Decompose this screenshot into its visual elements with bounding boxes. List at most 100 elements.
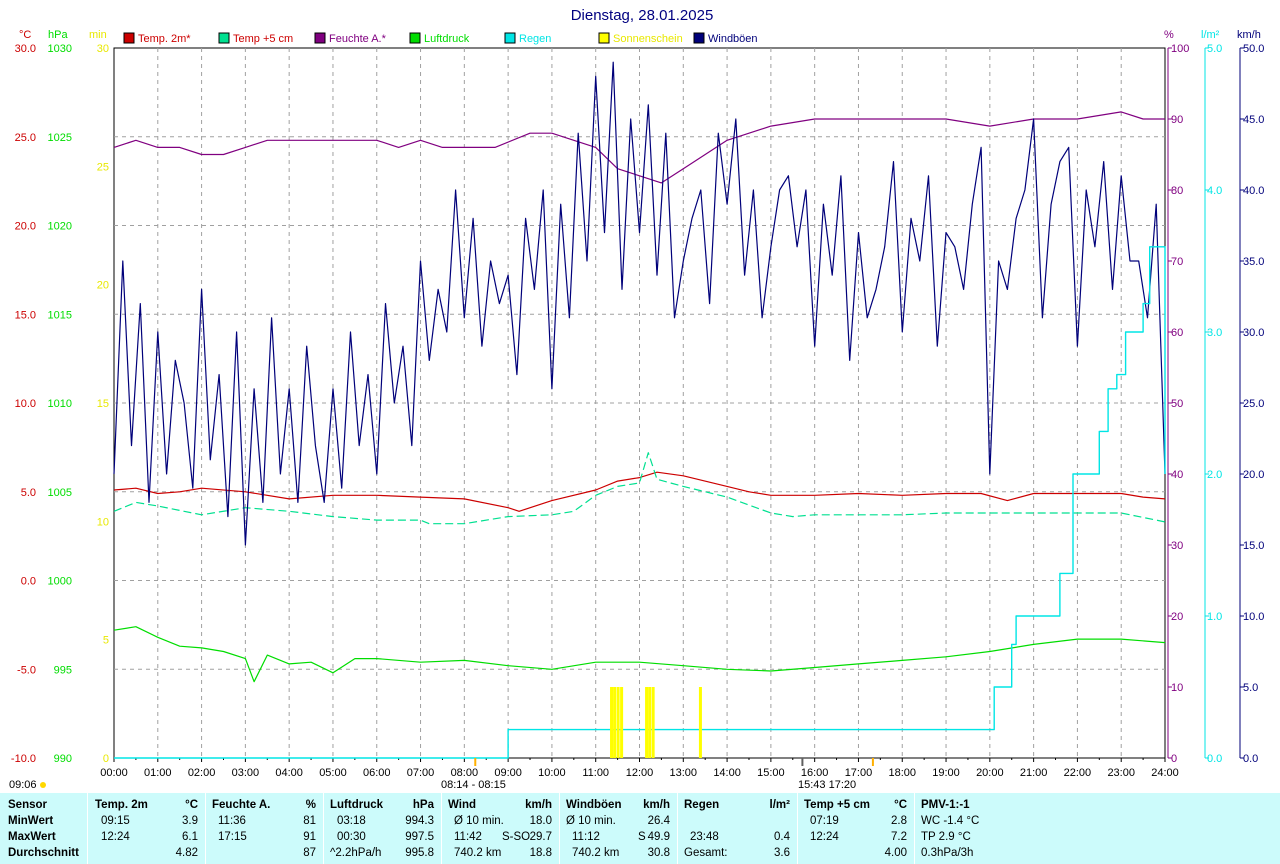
- twilight-times: 08:14 - 08:15: [441, 779, 506, 791]
- wind-tick-label: 30.0: [1243, 327, 1264, 339]
- legend-swatch: [504, 32, 516, 44]
- stats-temp5-min-time: 07:19: [810, 815, 839, 827]
- sunshine-bar: [620, 687, 624, 758]
- pressure-tick-label: 1010: [48, 398, 72, 410]
- stats-separator: [797, 793, 798, 864]
- humidity-tick-label: 60: [1171, 327, 1183, 339]
- series-line-feuchte-a: [113, 111, 1165, 184]
- pressure-unit-label: hPa: [48, 29, 68, 41]
- stats-wind-max-dir: S-SO: [502, 831, 531, 843]
- sunshine-tick-label: 20: [97, 280, 109, 292]
- weather-chart: Dienstag, 28.01.2025 00:00 01:00 02:00 03:0…: [9, 7, 1265, 791]
- legend-swatch: [409, 32, 421, 44]
- stats-wind-min-label: Ø 10 min.: [454, 815, 504, 827]
- chart-title: Dienstag, 28.01.2025: [571, 7, 714, 24]
- stats-header-pmv: PMV-1:-1: [921, 799, 970, 811]
- x-tick-label: 17:00: [845, 767, 873, 779]
- temp-tick-label: 15.0: [15, 309, 36, 321]
- sunrise-icon: [40, 782, 46, 788]
- x-tick-label: 10:00: [538, 767, 566, 779]
- legend-swatch: [218, 32, 230, 44]
- x-tick-label: 01:00: [144, 767, 172, 779]
- stats-header-temp: Temp. 2m: [95, 799, 148, 811]
- stats-press-min-time: 03:18: [337, 815, 366, 827]
- x-tick-label: 00:00: [100, 767, 128, 779]
- humidity-unit-label: %: [1164, 29, 1174, 41]
- stats-wind-max: 29.7: [529, 831, 552, 843]
- x-tick-label: 06:00: [363, 767, 391, 779]
- temp-tick-label: -5.0: [17, 664, 36, 676]
- x-tick-label: 07:00: [407, 767, 435, 779]
- sunshine-tick-label: 10: [97, 516, 109, 528]
- rain-tick-label: 2.0: [1207, 469, 1222, 481]
- legend-swatch: [693, 32, 705, 44]
- legend: Temp. 2m* Temp +5 cm Feuchte A.* Luftdruck R…: [123, 32, 758, 45]
- stats-pmv-dewpoint: TP 2.9 °C: [921, 831, 971, 843]
- stats-press-avg: 995.8: [405, 847, 434, 859]
- x-tick-label: 15:00: [757, 767, 785, 779]
- stats-header-pressure-unit: hPa: [412, 799, 434, 811]
- series-line-temp-2m: [113, 471, 1166, 512]
- stats-separator: [87, 793, 88, 864]
- stats-header-humid: Feuchte A.: [212, 799, 271, 811]
- x-tick-label: 21:00: [1020, 767, 1048, 779]
- stats-rain-max-time: 23:48: [690, 831, 719, 843]
- temp-tick-label: 30.0: [15, 43, 36, 55]
- stats-rain-total: 3.6: [774, 847, 790, 859]
- stats-header-pressure: Luftdruck: [330, 799, 384, 811]
- rain-tick-label: 1.0: [1207, 611, 1222, 623]
- x-tick-label: 16:00: [801, 767, 829, 779]
- humidity-tick-label: 20: [1171, 611, 1183, 623]
- stats-separator: [205, 793, 206, 864]
- stats-header-rain-unit: l/m²: [769, 799, 790, 811]
- stats-humid-max: 91: [303, 831, 316, 843]
- rain-tick-label: 0.0: [1207, 753, 1222, 765]
- stats-press-max-time: 00:30: [337, 831, 366, 843]
- legend-label: Temp. 2m*: [138, 33, 191, 45]
- axes: 00:00 01:00 02:00 03:00 04:00 05:00 06:00 07:00…: [11, 29, 1265, 779]
- stats-wind-distance: 740.2 km: [454, 847, 502, 859]
- x-tick-label: 02:00: [188, 767, 216, 779]
- x-tick-label: 08:00: [451, 767, 479, 779]
- sunshine-bar: [651, 687, 655, 758]
- stats-header-rain: Regen: [684, 799, 720, 811]
- stats-rain-max: 0.4: [774, 831, 790, 843]
- sunshine-bar: [648, 687, 652, 758]
- series-layer: [113, 61, 1166, 759]
- series-line-luftdruck: [113, 626, 1166, 683]
- pressure-tick-label: 1025: [48, 132, 72, 144]
- wind-tick-label: 10.0: [1243, 611, 1264, 623]
- series-line-regen: [114, 246, 1166, 759]
- wind-tick-label: 25.0: [1243, 398, 1264, 410]
- stats-header-wind: Wind: [448, 799, 476, 811]
- sunshine-tick-label: 15: [97, 398, 109, 410]
- pressure-tick-label: 990: [54, 753, 72, 765]
- stats-press-min: 994.3: [405, 815, 434, 827]
- sunshine-bar: [610, 687, 614, 758]
- wind-tick-label: 15.0: [1243, 540, 1264, 552]
- sunshine-bar: [645, 687, 649, 758]
- stats-gust-avg: 30.8: [647, 847, 670, 859]
- wind-tick-label: 5.0: [1243, 682, 1258, 694]
- stats-gust-max-dir: S: [638, 831, 646, 843]
- stats-separator: [441, 793, 442, 864]
- wind-tick-label: 35.0: [1243, 256, 1264, 268]
- humidity-tick-label: 50: [1171, 398, 1183, 410]
- stats-temp5-min: 2.8: [891, 815, 907, 827]
- legend-swatch: [598, 32, 610, 44]
- temp-tick-label: -10.0: [11, 753, 36, 765]
- stats-gust-min: 26.4: [647, 815, 670, 827]
- stats-header-temp5-unit: °C: [894, 799, 907, 811]
- stats-gust-max: 49.9: [647, 831, 670, 843]
- sunshine-tick-label: 5: [103, 635, 109, 647]
- stats-wind-min: 18.0: [529, 815, 552, 827]
- stats-header-gust: Windböen: [566, 799, 622, 811]
- x-tick-label: 24:00: [1151, 767, 1179, 779]
- legend-label: Temp +5 cm: [233, 33, 293, 45]
- rain-tick-label: 5.0: [1207, 43, 1222, 55]
- temp-tick-label: 0.0: [21, 576, 36, 588]
- stats-pmv-windchill: WC -1.4 °C: [921, 815, 980, 827]
- rain-tick-label: 3.0: [1207, 327, 1222, 339]
- x-tick-label: 04:00: [275, 767, 303, 779]
- stats-header-temp5: Temp +5 cm: [804, 799, 870, 811]
